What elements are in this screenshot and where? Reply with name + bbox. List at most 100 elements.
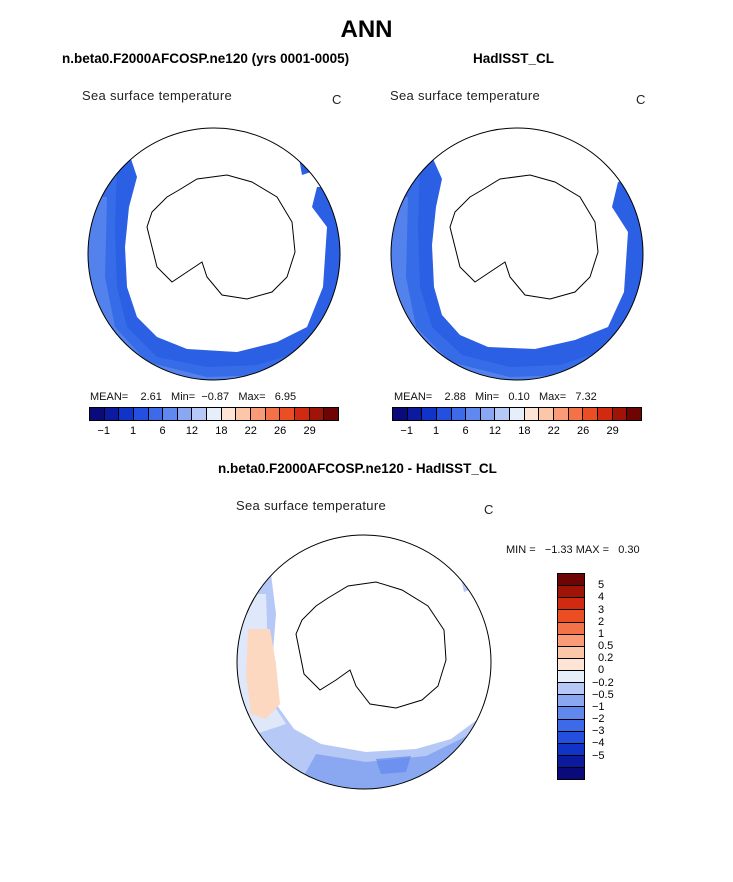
panel1-field-label: Sea surface temperature — [82, 88, 232, 103]
colorbar-tick-label: 1 — [598, 627, 605, 640]
colorbar-swatch — [558, 646, 584, 659]
diff-colorbar — [557, 573, 585, 780]
diff-polar-map — [236, 534, 492, 790]
colorbar-swatch — [612, 408, 628, 420]
colorbar-swatch — [558, 695, 584, 708]
colorbar-swatch — [539, 408, 555, 420]
panel2-stats: MEAN= 2.88 Min= 0.10 Max= 7.32 — [394, 391, 597, 403]
colorbar-swatch — [558, 671, 584, 684]
colorbar-swatch — [558, 598, 584, 611]
colorbar-swatch — [558, 768, 584, 780]
colorbar-tick-label: 1 — [433, 425, 440, 437]
colorbar-tick-label: −2 — [592, 713, 605, 726]
colorbar-swatch — [495, 408, 511, 420]
colorbar-swatch — [236, 408, 252, 420]
panel1-units: C — [332, 92, 342, 107]
colorbar-tick-label: 3 — [598, 603, 605, 616]
colorbar-tick-label: −5 — [592, 749, 605, 762]
colorbar-tick-label: 18 — [215, 425, 228, 437]
colorbar-tick-label: 0.2 — [598, 652, 614, 665]
panel2-units: C — [636, 92, 646, 107]
colorbar-swatch — [119, 408, 134, 420]
colorbar-swatch — [558, 755, 584, 768]
panel1-subtitle: n.beta0.F2000AFCOSP.ne120 (yrs 0001-0005… — [62, 51, 350, 66]
colorbar-tick-label: 0.5 — [598, 640, 614, 653]
colorbar-tick-label: 22 — [547, 425, 560, 437]
colorbar-swatch — [558, 610, 584, 623]
colorbar-tick-label: 18 — [518, 425, 531, 437]
colorbar-swatch — [583, 408, 598, 420]
colorbar-swatch — [251, 408, 266, 420]
panel2-colorbar — [392, 407, 642, 421]
page-title: ANN — [340, 16, 393, 43]
colorbar-swatch — [393, 408, 408, 420]
colorbar-tick-label: −1 — [400, 425, 413, 437]
colorbar-tick-label: −1 — [97, 425, 110, 437]
colorbar-swatch — [466, 408, 481, 420]
colorbar-tick-label: 6 — [159, 425, 166, 437]
colorbar-tick-label: 29 — [303, 425, 316, 437]
colorbar-tick-label: 4 — [598, 591, 605, 604]
colorbar-tick-label: 22 — [244, 425, 257, 437]
colorbar-swatch — [436, 408, 452, 420]
panel1-stats: MEAN= 2.61 Min= −0.87 Max= 6.95 — [90, 391, 297, 403]
colorbar-swatch — [558, 707, 584, 720]
diff-subtitle: n.beta0.F2000AFCOSP.ne120 - HadISST_CL — [218, 461, 497, 476]
panel2-colorbar-ticks: −1 1 6 12 18 22 26 29 — [392, 425, 642, 441]
colorbar-swatch — [324, 408, 338, 420]
colorbar-swatch — [422, 408, 437, 420]
colorbar-swatch — [558, 719, 584, 732]
diff-field-label: Sea surface temperature — [236, 498, 386, 513]
panel1-polar-map — [87, 127, 341, 381]
colorbar-swatch — [558, 574, 584, 587]
colorbar-tick-label: 0 — [598, 664, 605, 677]
colorbar-swatch — [265, 408, 281, 420]
colorbar-swatch — [558, 658, 584, 671]
colorbar-swatch — [163, 408, 178, 420]
colorbar-swatch — [294, 408, 310, 420]
colorbar-swatch — [133, 408, 149, 420]
panel1-colorbar — [89, 407, 339, 421]
diff-colorbar-ticks: 5 4 3 2 1 0.5 0.2 0 −0.2 −0.5 −1 −2 −3 −4 −5 — [592, 573, 632, 780]
colorbar-tick-label: −0.5 — [592, 688, 614, 701]
colorbar-swatch — [558, 683, 584, 696]
colorbar-swatch — [309, 408, 325, 420]
colorbar-swatch — [192, 408, 208, 420]
colorbar-swatch — [451, 408, 467, 420]
colorbar-swatch — [177, 408, 193, 420]
panel2-subtitle: HadISST_CL — [473, 51, 555, 66]
diff-units: C — [484, 502, 494, 517]
colorbar-swatch — [148, 408, 164, 420]
colorbar-swatch — [524, 408, 540, 420]
colorbar-swatch — [510, 408, 525, 420]
colorbar-swatch — [558, 731, 584, 744]
colorbar-swatch — [221, 408, 237, 420]
colorbar-swatch — [627, 408, 641, 420]
colorbar-swatch — [407, 408, 423, 420]
colorbar-swatch — [554, 408, 569, 420]
diff-stats: MIN = −1.33 MAX = 0.30 — [506, 544, 640, 556]
panel2-field-label: Sea surface temperature — [390, 88, 540, 103]
colorbar-swatch — [280, 408, 295, 420]
colorbar-tick-label: −0.2 — [592, 676, 614, 689]
panel2-polar-map — [390, 127, 644, 381]
colorbar-swatch — [597, 408, 613, 420]
colorbar-tick-label: 2 — [598, 615, 605, 628]
panel1-colorbar-ticks: −1 1 6 12 18 22 26 29 — [89, 425, 339, 441]
colorbar-swatch — [568, 408, 584, 420]
colorbar-tick-label: −1 — [592, 700, 605, 713]
colorbar-tick-label: −4 — [592, 737, 605, 750]
colorbar-tick-label: 1 — [130, 425, 137, 437]
colorbar-tick-label: 26 — [274, 425, 287, 437]
colorbar-tick-label: 6 — [462, 425, 469, 437]
colorbar-tick-label: 5 — [598, 579, 605, 592]
colorbar-swatch — [480, 408, 496, 420]
colorbar-tick-label: 12 — [185, 425, 199, 437]
colorbar-tick-label: −3 — [592, 725, 605, 738]
colorbar-swatch — [558, 743, 584, 756]
colorbar-swatch — [104, 408, 120, 420]
colorbar-swatch — [558, 622, 584, 635]
colorbar-tick-label: 29 — [606, 425, 619, 437]
colorbar-tick-label: 12 — [488, 425, 502, 437]
colorbar-swatch — [558, 634, 584, 647]
